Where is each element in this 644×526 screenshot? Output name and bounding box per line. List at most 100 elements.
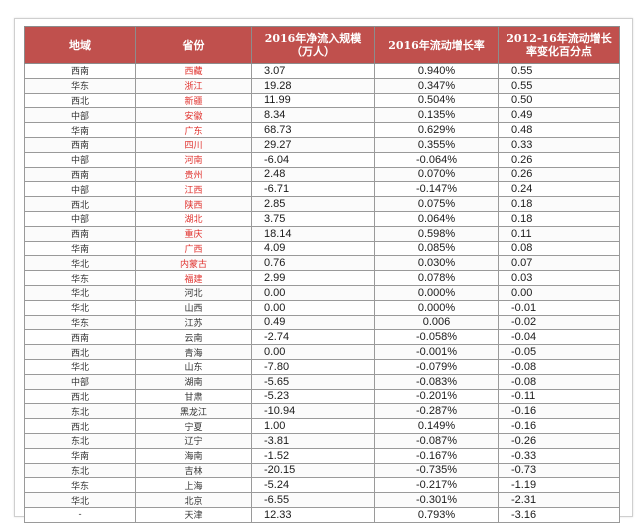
cell-growth-rate: 0.598% [374, 225, 499, 242]
cell-region: 西北 [24, 92, 136, 109]
header-rate-change: 2012-16年流动增长率变化百分点 [498, 26, 620, 64]
table-row: 华北 北京 -6.55 -0.301% -2.31 [24, 492, 620, 508]
table-row: 西南 四川 29.27 0.355% 0.33 [24, 136, 620, 153]
cell-province: 内蒙古 [135, 255, 252, 272]
cell-region: 华东 [24, 314, 136, 331]
cell-province: 四川 [135, 136, 252, 153]
cell-region: 西北 [24, 388, 136, 405]
table-row: 西北 甘肃 -5.23 -0.201% -0.11 [24, 388, 620, 405]
table-row: 华东 上海 -5.24 -0.217% -1.19 [24, 477, 620, 494]
table-row: 西南 西藏 3.07 0.940% 0.55 [24, 63, 620, 79]
table-row: 中部 安徽 8.34 0.135% 0.49 [24, 107, 620, 124]
cell-growth-rate: 0.793% [374, 506, 499, 523]
cell-growth-rate: -0.167% [374, 447, 499, 464]
cell-growth-rate: 0.006 [374, 314, 499, 331]
cell-rate-change: 0.33 [498, 136, 620, 153]
cell-growth-rate: -0.735% [374, 462, 499, 479]
cell-province: 吉林 [135, 462, 252, 479]
cell-province: 甘肃 [135, 388, 252, 405]
cell-net-inflow: 8.34 [251, 107, 375, 124]
cell-growth-rate: 0.504% [374, 92, 499, 109]
header-province: 省份 [135, 26, 252, 64]
cell-growth-rate: 0.000% [374, 299, 499, 316]
cell-region: 东北 [24, 432, 136, 449]
cell-net-inflow: -7.80 [251, 358, 375, 375]
cell-region: - [24, 506, 136, 523]
cell-net-inflow: 2.85 [251, 196, 375, 212]
cell-net-inflow: -20.15 [251, 462, 375, 479]
cell-growth-rate: -0.087% [374, 432, 499, 449]
cell-rate-change: -0.26 [498, 432, 620, 449]
cell-rate-change: -0.73 [498, 462, 620, 479]
table-row: - 天津 12.33 0.793% -3.16 [24, 506, 620, 523]
cell-province: 黑龙江 [135, 403, 252, 420]
cell-province: 重庆 [135, 225, 252, 242]
table-row: 华东 江苏 0.49 0.006 -0.02 [24, 314, 620, 331]
cell-rate-change: 0.07 [498, 255, 620, 272]
table-row: 东北 吉林 -20.15 -0.735% -0.73 [24, 462, 620, 479]
cell-net-inflow: 68.73 [251, 122, 375, 138]
table-row: 中部 河南 -6.04 -0.064% 0.26 [24, 151, 620, 168]
cell-net-inflow: 0.00 [251, 284, 375, 301]
cell-growth-rate: 0.030% [374, 255, 499, 272]
cell-net-inflow: 19.28 [251, 77, 375, 94]
header-region: 地域 [24, 26, 136, 64]
cell-rate-change: -0.11 [498, 388, 620, 405]
cell-region: 西南 [24, 225, 136, 242]
cell-growth-rate: -0.287% [374, 403, 499, 420]
table-row: 华南 海南 -1.52 -0.167% -0.33 [24, 447, 620, 464]
cell-region: 华南 [24, 122, 136, 138]
cell-region: 西北 [24, 344, 136, 360]
cell-growth-rate: 0.064% [374, 210, 499, 227]
table-row: 西北 陕西 2.85 0.075% 0.18 [24, 196, 620, 212]
table-row: 中部 湖北 3.75 0.064% 0.18 [24, 210, 620, 227]
table-row: 华北 内蒙古 0.76 0.030% 0.07 [24, 255, 620, 272]
cell-province: 湖南 [135, 373, 252, 390]
cell-growth-rate: 0.347% [374, 77, 499, 94]
cell-growth-rate: -0.001% [374, 344, 499, 360]
cell-rate-change: -0.33 [498, 447, 620, 464]
cell-region: 华南 [24, 447, 136, 464]
cell-province: 山东 [135, 358, 252, 375]
cell-growth-rate: -0.301% [374, 492, 499, 508]
migration-table: 地域 省份 2016年净流入规模（万人） 2016年流动增长率 2012-16年… [24, 26, 620, 523]
cell-province: 天津 [135, 506, 252, 523]
table-row: 西北 新疆 11.99 0.504% 0.50 [24, 92, 620, 109]
cell-net-inflow: 18.14 [251, 225, 375, 242]
cell-rate-change: -0.04 [498, 329, 620, 346]
cell-province: 山西 [135, 299, 252, 316]
cell-province: 上海 [135, 477, 252, 494]
table-row: 西南 云南 -2.74 -0.058% -0.04 [24, 329, 620, 346]
cell-region: 中部 [24, 107, 136, 124]
cell-province: 新疆 [135, 92, 252, 109]
cell-rate-change: -0.05 [498, 344, 620, 360]
cell-net-inflow: 0.00 [251, 344, 375, 360]
cell-growth-rate: 0.135% [374, 107, 499, 124]
cell-rate-change: 0.26 [498, 151, 620, 168]
cell-region: 华北 [24, 492, 136, 508]
table-row: 西北 青海 0.00 -0.001% -0.05 [24, 344, 620, 360]
cell-region: 华南 [24, 240, 136, 257]
cell-growth-rate: 0.355% [374, 136, 499, 153]
cell-region: 中部 [24, 210, 136, 227]
cell-province: 河北 [135, 284, 252, 301]
cell-province: 海南 [135, 447, 252, 464]
cell-growth-rate: 0.078% [374, 270, 499, 286]
cell-growth-rate: -0.201% [374, 388, 499, 405]
cell-region: 华北 [24, 284, 136, 301]
cell-net-inflow: -10.94 [251, 403, 375, 420]
cell-net-inflow: 4.09 [251, 240, 375, 257]
cell-net-inflow: -5.24 [251, 477, 375, 494]
cell-rate-change: 0.48 [498, 122, 620, 138]
cell-rate-change: 0.18 [498, 196, 620, 212]
cell-province: 安徽 [135, 107, 252, 124]
cell-province: 广西 [135, 240, 252, 257]
cell-province: 河南 [135, 151, 252, 168]
table-row: 华北 河北 0.00 0.000% 0.00 [24, 284, 620, 301]
cell-province: 湖北 [135, 210, 252, 227]
cell-net-inflow: 2.99 [251, 270, 375, 286]
cell-net-inflow: -6.71 [251, 181, 375, 198]
cell-growth-rate: -0.058% [374, 329, 499, 346]
cell-net-inflow: 2.48 [251, 166, 375, 183]
table-row: 东北 黑龙江 -10.94 -0.287% -0.16 [24, 403, 620, 420]
